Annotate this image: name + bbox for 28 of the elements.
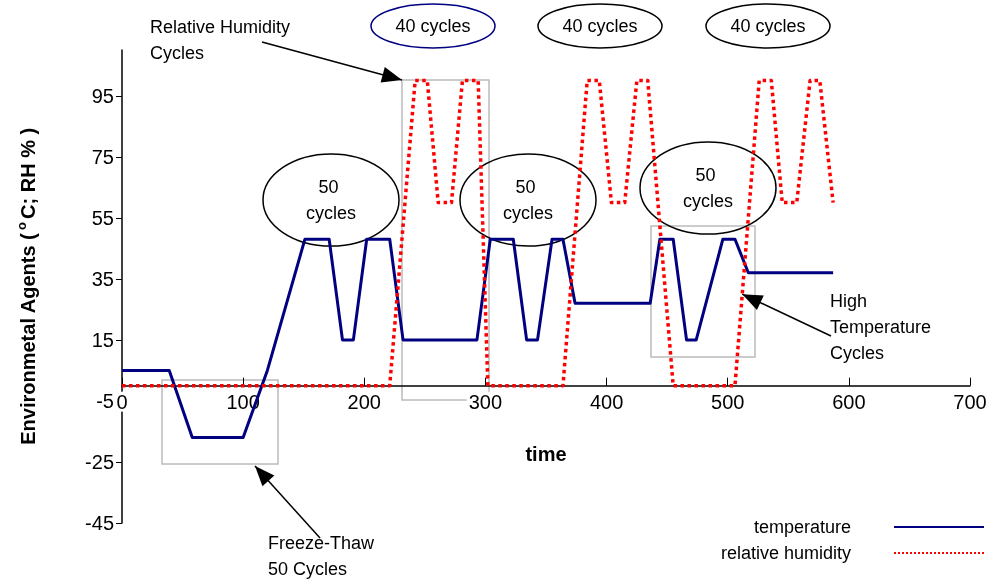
legend-label: temperature xyxy=(753,517,851,537)
y-tick-label: 35 xyxy=(91,267,114,290)
x-axis-title: time xyxy=(525,442,567,465)
y-tick-label: 75 xyxy=(91,145,114,168)
x-tick-label: 300 xyxy=(468,390,503,413)
y-axis-title: Environmetal Agents (oC; RH % ) xyxy=(14,127,39,445)
y-tick-label: -5 xyxy=(96,389,114,412)
annotation: 50 cycles xyxy=(502,177,554,223)
text: 40 cycles xyxy=(562,16,638,36)
y-tick-label: -25 xyxy=(85,450,114,473)
annotation: 50 cycles xyxy=(305,177,357,223)
y-tick-label: -45 xyxy=(85,512,114,534)
text: Freeze-Thaw 50 Cycles xyxy=(268,533,380,579)
x-tick-label: 0 xyxy=(116,390,128,413)
legend-label: relative humidity xyxy=(720,543,851,563)
y-tick-label: 15 xyxy=(91,328,114,351)
x-tick-label: 200 xyxy=(347,390,381,413)
text: 40 cycles xyxy=(395,16,471,36)
y-tick-label: 95 xyxy=(91,84,114,107)
annotation: Relative Humidity Cycles xyxy=(150,17,296,63)
x-tick-label: 500 xyxy=(711,390,745,413)
x-tick-label: 400 xyxy=(589,390,624,413)
x-tick-label: 600 xyxy=(832,390,866,413)
annotation: 50 cycles xyxy=(682,165,734,211)
x-tick-label: 700 xyxy=(953,390,987,413)
text: 40 cycles xyxy=(730,16,806,36)
y-tick-label: 55 xyxy=(91,206,114,229)
annotation: High Temperature Cycles xyxy=(830,291,937,363)
